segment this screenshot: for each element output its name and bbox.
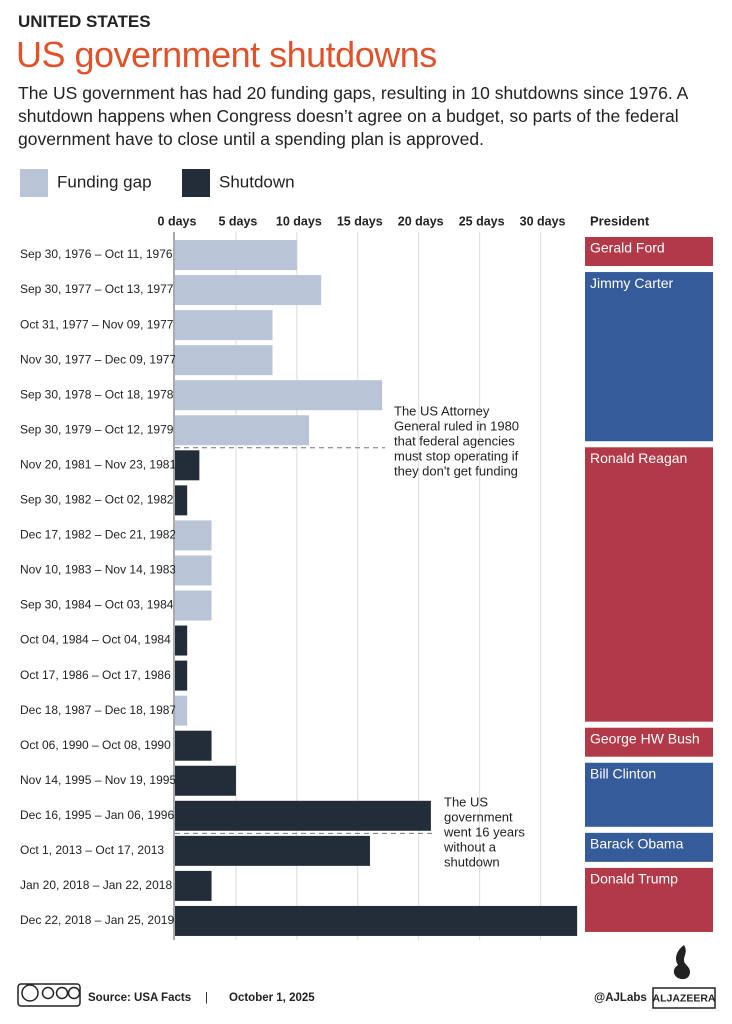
row-label: Oct 06, 1990 – Oct 08, 1990 <box>20 738 171 752</box>
footer-handle: @AJLabs <box>594 992 647 1004</box>
cc-icon <box>41 986 55 1000</box>
x-tick-label: 0 days <box>158 214 197 228</box>
bar <box>175 765 236 796</box>
bar <box>175 625 188 656</box>
bar <box>175 660 188 691</box>
bar <box>175 485 188 516</box>
row-label: Nov 10, 1983 – Nov 14, 1983 <box>20 563 176 577</box>
brand-logo <box>673 945 690 980</box>
bar <box>175 905 578 936</box>
legend-label: Shutdown <box>219 172 295 191</box>
cc-icon <box>67 986 81 1000</box>
president-block <box>585 447 713 722</box>
bar <box>175 415 310 446</box>
annotation-text: they don't get funding <box>394 463 518 478</box>
kicker: UNITED STATES <box>18 12 151 31</box>
row-label: Sep 30, 1978 – Oct 18, 1978 <box>20 387 174 401</box>
x-tick-label: 15 days <box>337 214 383 228</box>
row-label: Sep 30, 1976 – Oct 11, 1976 <box>20 247 173 261</box>
cc-icon <box>21 984 39 1002</box>
president-block <box>585 727 713 757</box>
annotation-text: that federal agencies <box>394 433 515 448</box>
president-name: Gerald Ford <box>590 240 665 256</box>
president-name: Barack Obama <box>590 836 684 852</box>
president-name: George HW Bush <box>590 730 700 746</box>
row-label: Dec 17, 1982 – Dec 21, 1982 <box>20 528 176 542</box>
x-tick-label: 25 days <box>459 214 505 228</box>
bar <box>175 240 297 270</box>
row-label: Sep 30, 1977 – Oct 13, 1977 <box>20 282 174 296</box>
bar <box>175 380 383 411</box>
president-name: Jimmy Carter <box>590 275 674 291</box>
x-tick-label: 30 days <box>520 214 566 228</box>
row-label: Nov 20, 1981 – Nov 23, 1981 <box>20 457 176 471</box>
subtitle: The US government has had 20 funding gap… <box>18 83 688 149</box>
footer-separator: | <box>205 992 208 1004</box>
bar <box>175 835 370 866</box>
annotation-text: The US Attorney <box>394 403 490 418</box>
footer-date: October 1, 2025 <box>229 992 315 1004</box>
x-tick-label: 5 days <box>218 214 257 228</box>
legend-label: Funding gap <box>57 172 152 191</box>
bar <box>175 590 212 621</box>
brand-box <box>652 987 716 1009</box>
row-label: Oct 17, 1986 – Oct 17, 1986 <box>20 668 171 682</box>
bar <box>175 800 431 831</box>
row-label: Jan 20, 2018 – Jan 22, 2018 <box>20 878 172 892</box>
row-label: Oct 1, 2013 – Oct 17, 2013 <box>20 843 164 857</box>
footer-source: Source: USA Facts <box>88 992 191 1004</box>
title: US government shutdowns <box>16 34 437 75</box>
legend-swatch <box>20 169 48 197</box>
president-block <box>585 832 713 862</box>
row-label: Oct 04, 1984 – Oct 04, 1984 <box>20 633 171 647</box>
row-label: Nov 14, 1995 – Nov 19, 1995 <box>20 773 176 787</box>
bar <box>175 345 273 376</box>
row-label: Nov 30, 1977 – Dec 09, 1977 <box>20 352 176 366</box>
president-block <box>585 272 713 442</box>
bar <box>175 730 212 761</box>
annotation-text: General ruled in 1980 <box>394 418 519 433</box>
bar <box>175 520 212 551</box>
row-label: Dec 18, 1987 – Dec 18, 1987 <box>20 703 176 717</box>
legend-swatch <box>182 169 210 197</box>
row-label: Sep 30, 1979 – Oct 12, 1979 <box>20 422 174 436</box>
bar <box>175 275 322 306</box>
cc-icon <box>55 986 69 1000</box>
row-label: Oct 31, 1977 – Nov 09, 1977 <box>20 317 174 331</box>
x-tick-label: 10 days <box>276 214 322 228</box>
annotation-text: shutdown <box>444 854 500 869</box>
president-name: Bill Clinton <box>590 765 656 781</box>
bar <box>175 870 212 901</box>
annotation-text: government <box>444 809 513 824</box>
annotation-text: without a <box>443 839 497 854</box>
bar <box>175 450 200 481</box>
president-name: Ronald Reagan <box>590 450 687 466</box>
row-label: Sep 30, 1984 – Oct 03, 1984 <box>20 598 174 612</box>
row-label: Sep 30, 1982 – Oct 02, 1982 <box>20 493 174 507</box>
president-block <box>585 867 713 932</box>
annotation-text: went 16 years <box>443 824 525 839</box>
annotation-text: must stop operating if <box>394 448 519 463</box>
brand-name: ALJAZEERA <box>652 992 715 1004</box>
president-name: Donald Trump <box>590 871 678 887</box>
president-block <box>585 762 713 827</box>
bar <box>175 310 273 341</box>
bar <box>175 555 212 586</box>
row-label: Dec 16, 1995 – Jan 06, 1996 <box>20 808 174 822</box>
president-block <box>585 237 713 266</box>
bar <box>175 695 188 726</box>
row-label: Dec 22, 2018 – Jan 25, 2019 <box>20 913 174 927</box>
annotation-text: The US <box>444 794 488 809</box>
x-tick-label: 20 days <box>398 214 444 228</box>
president-header: President <box>590 213 650 228</box>
